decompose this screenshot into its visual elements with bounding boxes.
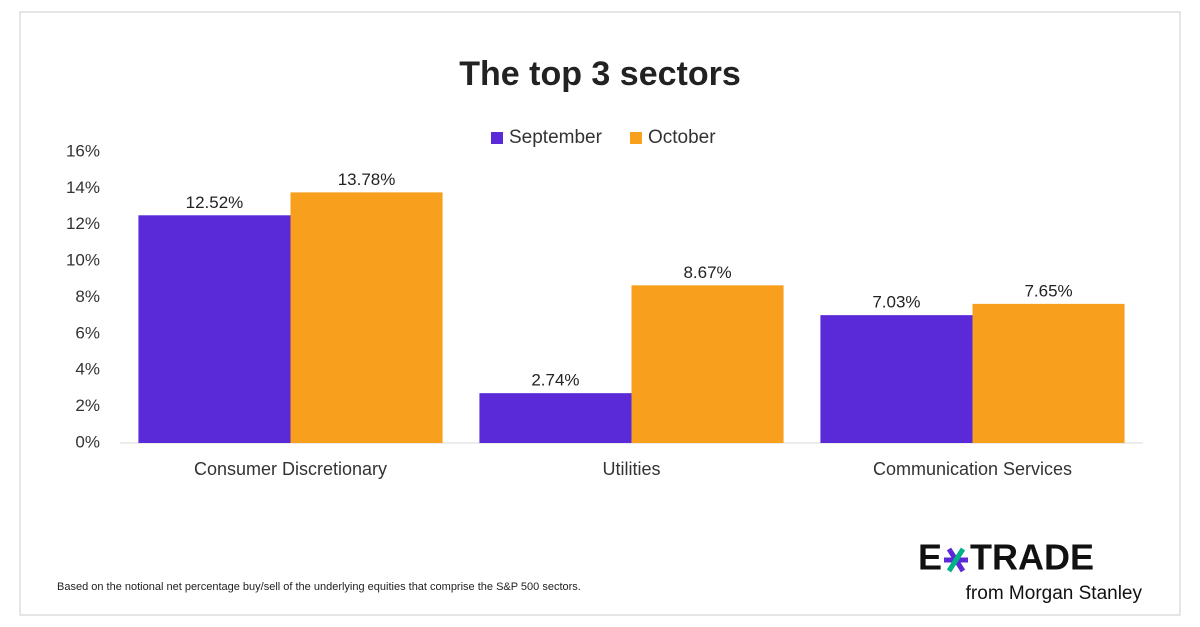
bar: [631, 285, 784, 443]
x-tick-label: Consumer Discretionary: [194, 459, 387, 479]
bar: [972, 303, 1125, 443]
y-tick-label: 14%: [66, 178, 100, 197]
value-label: 7.65%: [1024, 281, 1072, 300]
bar: [290, 192, 443, 443]
bar: [820, 315, 973, 443]
y-tick-label: 4%: [75, 360, 100, 379]
legend-label: September: [509, 127, 603, 148]
logo-suffix: TRADE: [970, 537, 1094, 578]
value-label: 13.78%: [338, 170, 396, 189]
logo-star: [944, 547, 968, 573]
value-label: 8.67%: [683, 263, 731, 282]
y-tick-label: 2%: [75, 396, 100, 415]
footnote: Based on the notional net percentage buy…: [57, 581, 581, 593]
logo-tagline: from Morgan Stanley: [966, 583, 1143, 604]
logo-prefix: E: [918, 537, 942, 578]
y-tick-label: 12%: [66, 214, 100, 233]
bar: [479, 393, 632, 443]
legend-label: October: [648, 127, 716, 148]
x-tick-label: Utilities: [602, 459, 660, 479]
bar: [138, 215, 291, 443]
value-label: 12.52%: [186, 193, 244, 212]
y-tick-label: 10%: [66, 251, 100, 270]
y-tick-label: 16%: [66, 141, 100, 160]
legend-swatch: [491, 132, 503, 144]
y-tick-label: 6%: [75, 323, 100, 342]
legend-swatch: [629, 132, 642, 144]
value-label: 7.03%: [872, 293, 920, 312]
y-tick-label: 8%: [75, 287, 100, 306]
star-arm: [946, 547, 966, 573]
y-tick-label: 0%: [75, 432, 100, 451]
x-tick-label: Communication Services: [873, 459, 1072, 479]
frame: [19, 11, 1181, 616]
chart-title: The top 3 sectors: [459, 55, 741, 93]
value-label: 2.74%: [531, 371, 579, 390]
